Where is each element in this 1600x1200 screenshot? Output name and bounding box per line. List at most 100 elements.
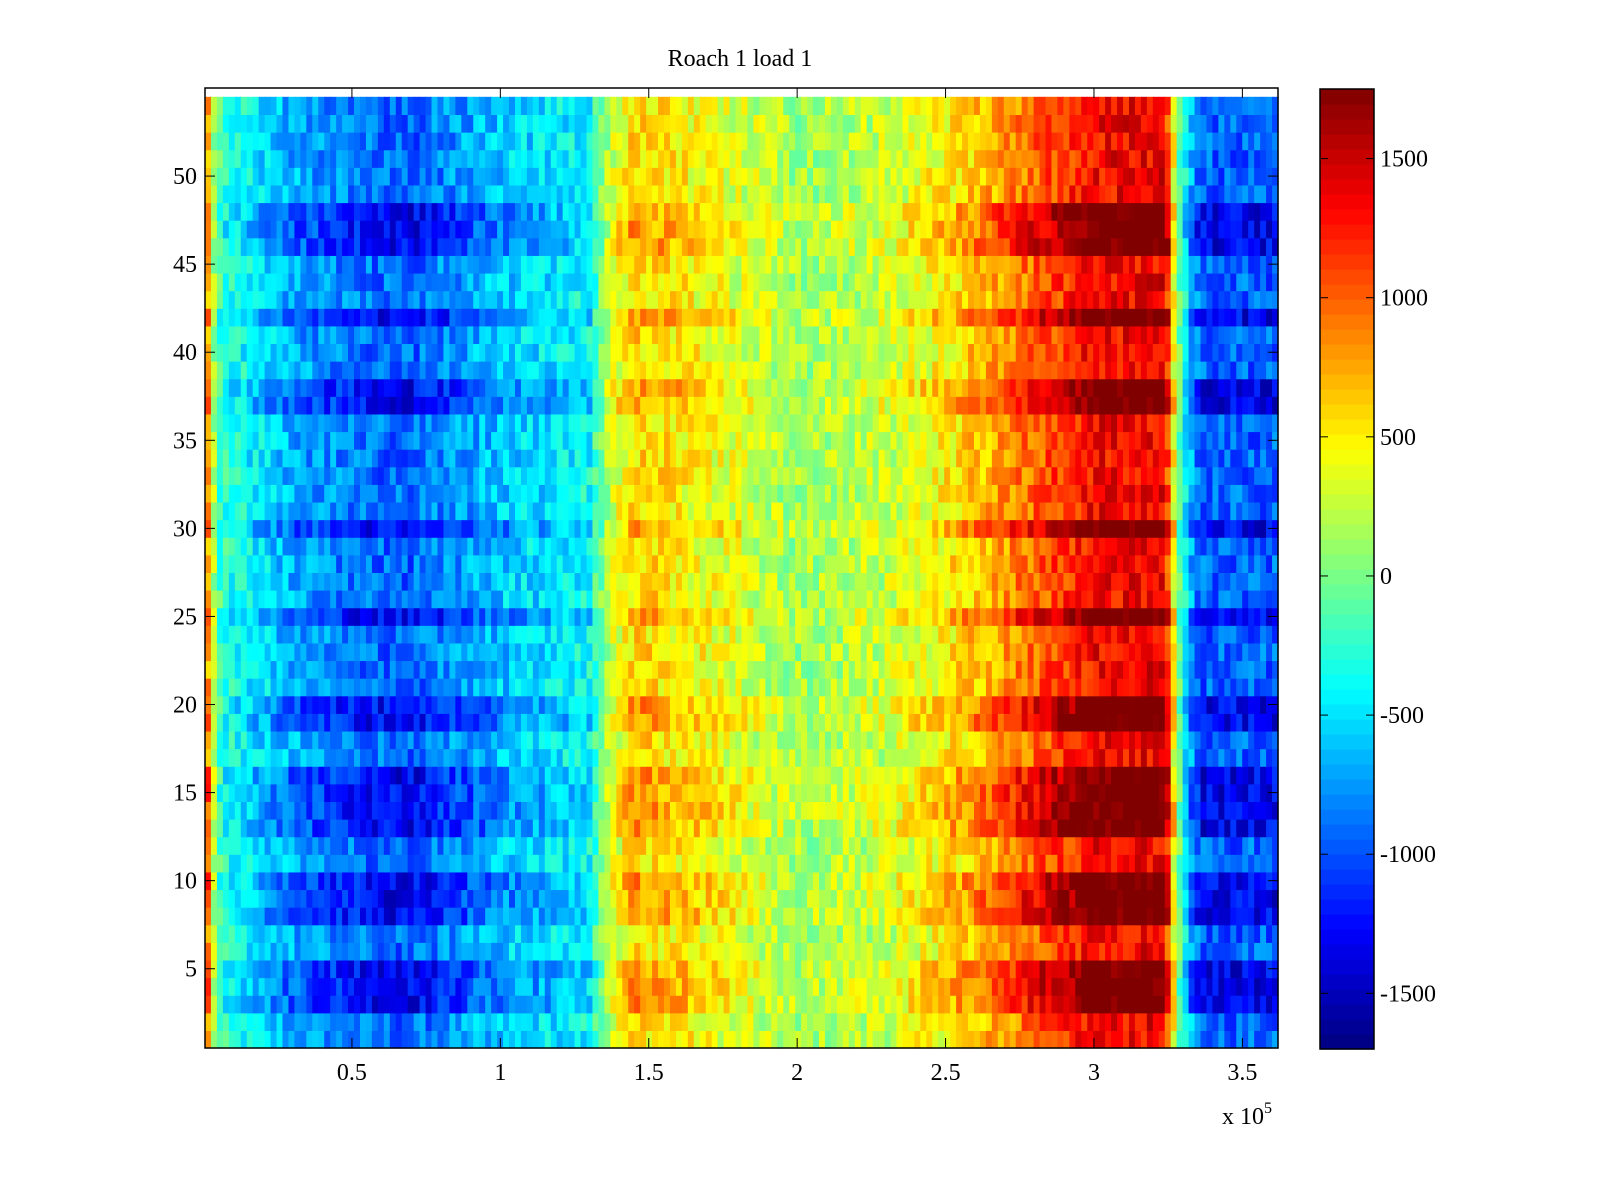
heatmap-cell [1242,590,1249,609]
heatmap-cell [365,801,373,820]
heatmap-cell [258,854,266,873]
heatmap-cell [550,801,558,820]
heatmap-cell [1069,713,1076,732]
heatmap-cell [1093,871,1100,891]
heatmap-cell [1236,836,1243,855]
heatmap-cell [1266,819,1273,838]
heatmap-cell [795,1030,802,1049]
heatmap-cell [574,748,582,767]
heatmap-cell [1188,995,1196,1014]
heatmap-cell [1230,625,1237,644]
heatmap-cell [926,836,933,855]
heatmap-cell [270,642,278,662]
heatmap-cell [765,590,772,609]
heatmap-cell [288,995,296,1014]
heatmap-cell [1123,995,1130,1014]
heatmap-cell [1152,660,1160,679]
heatmap-cell [491,836,498,855]
heatmap-cell [962,924,969,943]
heatmap-cell [860,766,868,785]
heatmap-cell [860,554,868,573]
heatmap-cell [246,625,254,644]
heatmap-cell [526,1030,534,1049]
heatmap-cell [359,607,367,626]
heatmap-cell [1033,713,1041,732]
heatmap-cell [1099,959,1106,979]
heatmap-cell [884,942,892,961]
heatmap-cell [586,572,594,591]
heatmap-cell [813,1030,820,1049]
heatmap-cell [1015,1012,1023,1031]
heatmap-cell [354,1012,361,1031]
heatmap-cell [1224,783,1231,802]
heatmap-cell [1051,590,1059,609]
heatmap-cell [1099,836,1106,855]
heatmap-cell [1009,1030,1017,1049]
heatmap-cell [932,977,939,996]
heatmap-cell [264,695,272,714]
heatmap-cell [1224,854,1231,873]
heatmap-cell [1087,819,1094,838]
heatmap-cell [729,1030,737,1049]
heatmap-cell [997,625,1005,644]
heatmap-cell [866,730,874,750]
heatmap-cell [1176,678,1184,697]
heatmap-cell [759,959,766,979]
heatmap-cell [1134,625,1142,644]
heatmap-cell [658,959,665,979]
heatmap-cell [1188,748,1196,767]
heatmap-cell [407,942,415,961]
heatmap-cell [550,783,558,802]
heatmap-cell [205,924,212,943]
heatmap-cell [872,590,880,609]
heatmap-cell [818,642,826,662]
heatmap-cell [658,977,665,996]
heatmap-cell [765,1012,772,1031]
heatmap-cell [669,554,677,573]
heatmap-cell [574,854,582,873]
heatmap-cell [1027,642,1035,662]
heatmap-cell [1099,889,1106,908]
heatmap-cell [592,783,600,802]
heatmap-cell [985,766,993,785]
heatmap-cell [1182,730,1190,750]
heatmap-cell [234,730,242,750]
heatmap-cell [336,678,343,697]
heatmap-cell [741,642,749,662]
heatmap-cell [544,977,552,996]
heatmap-cell [830,660,838,679]
heatmap-cell [717,607,725,626]
heatmap-cell [908,1030,915,1049]
heatmap-cell [735,854,743,873]
heatmap-cell [395,748,403,767]
heatmap-cell [634,713,641,732]
heatmap-cell [1170,766,1178,785]
heatmap-cell [455,854,462,873]
heatmap-cell [1260,854,1267,873]
heatmap-cell [789,554,796,573]
heatmap-cell [294,942,301,961]
heatmap-cell [216,730,224,750]
heatmap-cell [973,924,981,943]
heatmap-cell [354,907,361,926]
heatmap-cell [920,695,927,714]
heatmap-cell [1158,924,1166,943]
heatmap-cell [872,678,880,697]
heatmap-cell [926,678,933,697]
heatmap-cell [1045,854,1053,873]
heatmap-cell [973,1012,981,1031]
heatmap-cell [1105,801,1112,820]
heatmap-cell [1218,977,1225,996]
heatmap-cell [318,695,325,714]
heatmap-cell [562,748,570,767]
heatmap-cell [371,660,379,679]
heatmap-cell [1230,819,1237,838]
heatmap-cell [1123,942,1130,961]
heatmap-cell [669,607,677,626]
heatmap-cell [681,907,689,926]
heatmap-cell [1015,995,1023,1014]
heatmap-cell [264,1030,272,1049]
heatmap-cell [312,730,319,750]
heatmap-cell [908,748,915,767]
heatmap-cell [1081,995,1088,1014]
